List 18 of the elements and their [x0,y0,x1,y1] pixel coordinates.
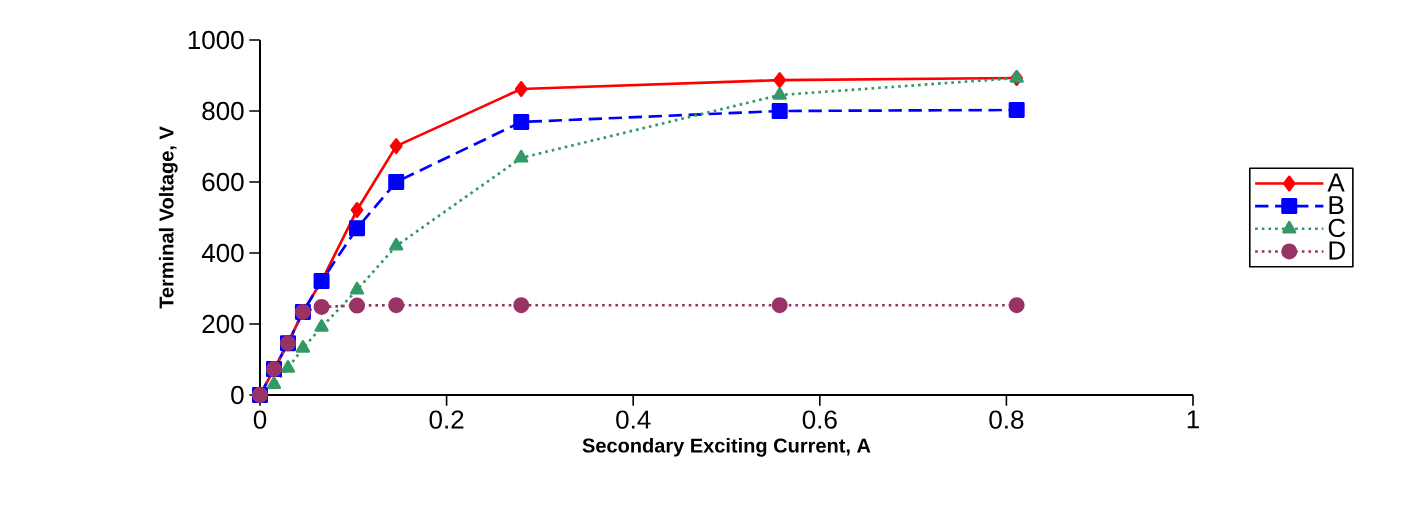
legend-label: B [1329,196,1344,215]
y-tick-label: 1000 [188,30,244,50]
legend-label: A [1327,173,1345,192]
x-tick-label: 0.6 [802,410,837,429]
y-tick-label: 800 [202,101,244,121]
y-axis-title: Terminal Voltage, V [158,126,178,309]
y-tick-label: 200 [202,314,244,334]
legend-label: C [1328,218,1346,238]
x-tick-label: 0 [253,410,267,429]
x-tick-label: 0.2 [429,410,464,429]
y-tick-label: 400 [201,243,244,263]
x-tick-label: 0.4 [616,410,651,429]
y-tick-label: 0 [231,385,244,405]
legend-label: D [1329,241,1345,260]
y-tick-label: 600 [202,172,244,192]
x-axis-title: Secondary Exciting Current, A [582,437,871,457]
x-tick-label: 0.8 [989,410,1024,429]
x-tick-label: 1 [1187,410,1199,429]
